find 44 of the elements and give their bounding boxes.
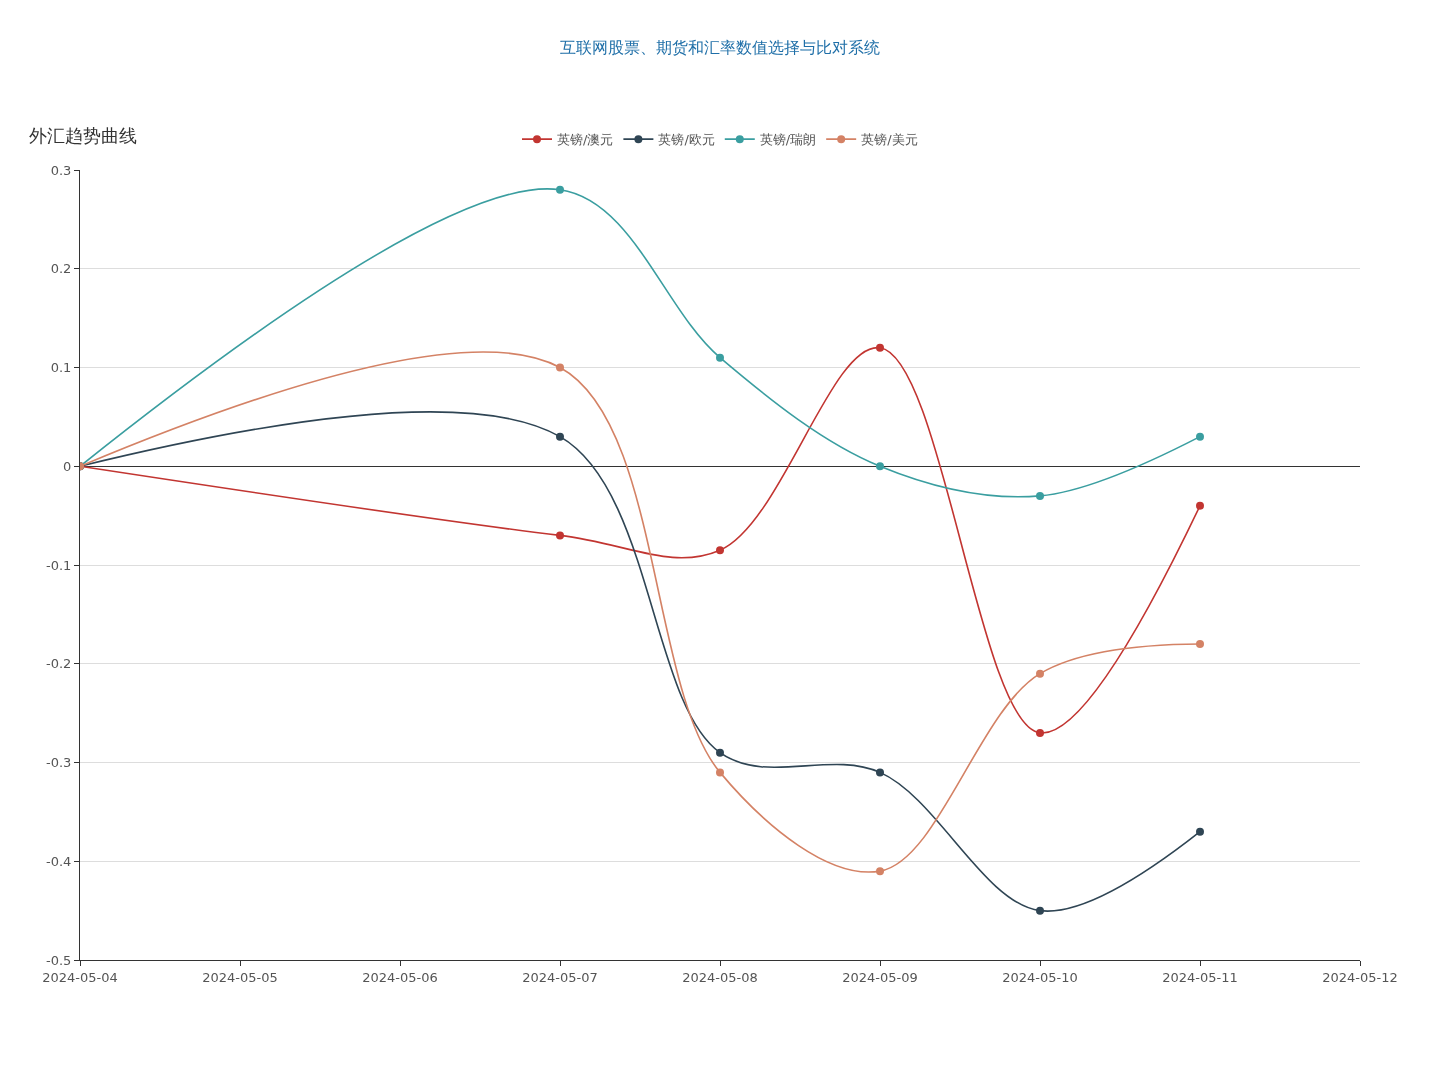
x-tick-label: 2024-05-05 xyxy=(202,969,278,985)
y-tick-label: 0.3 xyxy=(50,162,72,178)
point xyxy=(556,531,564,540)
point xyxy=(1196,640,1204,648)
x-tick-label: 2024-05-12 xyxy=(1322,969,1398,985)
point xyxy=(876,343,884,352)
y-tick-label: 0.2 xyxy=(50,261,72,277)
point xyxy=(556,185,564,194)
x-tick-label: 2024-05-04 xyxy=(42,969,118,985)
point xyxy=(556,363,564,372)
x-tick-label: 2024-05-08 xyxy=(682,969,758,985)
y-tick-label: -0.2 xyxy=(46,656,72,672)
x-tick-label: 2024-05-11 xyxy=(1162,969,1238,985)
point xyxy=(1036,906,1044,915)
point xyxy=(716,353,724,362)
x-tick-label: 2024-05-09 xyxy=(842,969,918,985)
y-tick-label: -0.4 xyxy=(46,853,72,869)
point xyxy=(1196,827,1204,836)
point xyxy=(876,768,884,777)
legend-label: 英镑/美元 xyxy=(861,132,918,148)
y-tick-label: -0.3 xyxy=(46,755,72,771)
y-tick-label: 0 xyxy=(63,458,72,474)
point xyxy=(1196,432,1204,441)
legend-label: 英镑/欧元 xyxy=(658,132,715,148)
legend-label: 英镑/澳元 xyxy=(557,132,614,148)
point xyxy=(876,867,884,876)
point xyxy=(716,748,724,757)
legend-label: 英镑/瑞朗 xyxy=(759,132,817,148)
y-tick-label: -0.1 xyxy=(46,557,72,573)
x-tick-label: 2024-05-06 xyxy=(362,969,438,985)
y-tick-label: -0.5 xyxy=(46,952,72,968)
chart-subtitle: 互联网股票、期货和汇率数值选择与比对系统 xyxy=(560,38,880,57)
point xyxy=(1036,491,1044,500)
x-tick-label: 2024-05-07 xyxy=(522,969,598,985)
y-tick-label: 0.1 xyxy=(50,360,72,376)
point xyxy=(716,546,724,555)
point xyxy=(556,432,564,441)
x-tick-label: 2024-05-10 xyxy=(1002,969,1078,985)
point xyxy=(1036,669,1044,678)
point xyxy=(1196,501,1204,510)
chart-title: 外汇趋势曲线 xyxy=(28,125,137,147)
point xyxy=(716,768,724,777)
point xyxy=(876,462,884,471)
point xyxy=(1036,728,1044,737)
